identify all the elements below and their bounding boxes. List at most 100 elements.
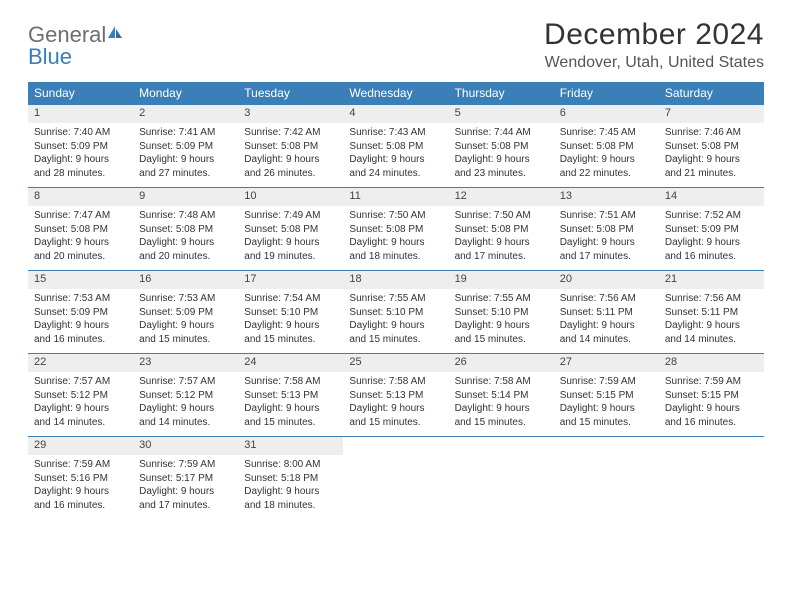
day-cell: 31Sunrise: 8:00 AMSunset: 5:18 PMDayligh… xyxy=(238,437,343,519)
day-number: 21 xyxy=(659,271,764,289)
daylight-line1: Daylight: 9 hours xyxy=(560,153,653,167)
sunset-text: Sunset: 5:12 PM xyxy=(139,389,232,403)
daylight-line1: Daylight: 9 hours xyxy=(34,485,127,499)
sunset-text: Sunset: 5:18 PM xyxy=(244,472,337,486)
daylight-line1: Daylight: 9 hours xyxy=(139,236,232,250)
day-number: 5 xyxy=(449,105,554,123)
day-number: 9 xyxy=(133,188,238,206)
sunset-text: Sunset: 5:08 PM xyxy=(34,223,127,237)
day-details: Sunrise: 7:57 AMSunset: 5:12 PMDaylight:… xyxy=(28,372,133,435)
sunrise-text: Sunrise: 8:00 AM xyxy=(244,458,337,472)
day-cell: 9Sunrise: 7:48 AMSunset: 5:08 PMDaylight… xyxy=(133,188,238,270)
sunrise-text: Sunrise: 7:55 AM xyxy=(455,292,548,306)
day-details: Sunrise: 7:41 AMSunset: 5:09 PMDaylight:… xyxy=(133,123,238,186)
daylight-line1: Daylight: 9 hours xyxy=(665,236,758,250)
daylight-line2: and 20 minutes. xyxy=(34,250,127,264)
day-number: 2 xyxy=(133,105,238,123)
daylight-line2: and 15 minutes. xyxy=(349,416,442,430)
logo: GeneralBlue xyxy=(28,18,124,68)
day-number: 11 xyxy=(343,188,448,206)
day-number: 7 xyxy=(659,105,764,123)
daylight-line1: Daylight: 9 hours xyxy=(34,153,127,167)
day-number: 10 xyxy=(238,188,343,206)
sunset-text: Sunset: 5:10 PM xyxy=(244,306,337,320)
sunset-text: Sunset: 5:09 PM xyxy=(665,223,758,237)
day-cell: 25Sunrise: 7:58 AMSunset: 5:13 PMDayligh… xyxy=(343,354,448,436)
day-cell-empty xyxy=(449,437,554,519)
day-details: Sunrise: 7:59 AMSunset: 5:17 PMDaylight:… xyxy=(133,455,238,518)
sunset-text: Sunset: 5:09 PM xyxy=(34,140,127,154)
day-of-week-header: Sunday Monday Tuesday Wednesday Thursday… xyxy=(28,82,764,104)
day-cell: 22Sunrise: 7:57 AMSunset: 5:12 PMDayligh… xyxy=(28,354,133,436)
dow-saturday: Saturday xyxy=(659,82,764,104)
sunrise-text: Sunrise: 7:55 AM xyxy=(349,292,442,306)
daylight-line2: and 18 minutes. xyxy=(349,250,442,264)
daylight-line1: Daylight: 9 hours xyxy=(455,236,548,250)
day-number: 12 xyxy=(449,188,554,206)
day-details: Sunrise: 7:56 AMSunset: 5:11 PMDaylight:… xyxy=(659,289,764,352)
sunrise-text: Sunrise: 7:53 AM xyxy=(139,292,232,306)
sunrise-text: Sunrise: 7:46 AM xyxy=(665,126,758,140)
day-number: 19 xyxy=(449,271,554,289)
sunset-text: Sunset: 5:08 PM xyxy=(455,223,548,237)
location: Wendover, Utah, United States xyxy=(544,54,764,72)
daylight-line2: and 19 minutes. xyxy=(244,250,337,264)
sunset-text: Sunset: 5:11 PM xyxy=(665,306,758,320)
sunset-text: Sunset: 5:08 PM xyxy=(244,223,337,237)
daylight-line1: Daylight: 9 hours xyxy=(34,319,127,333)
sunrise-text: Sunrise: 7:59 AM xyxy=(560,375,653,389)
day-number: 18 xyxy=(343,271,448,289)
day-number: 17 xyxy=(238,271,343,289)
day-number: 14 xyxy=(659,188,764,206)
day-cell: 20Sunrise: 7:56 AMSunset: 5:11 PMDayligh… xyxy=(554,271,659,353)
day-details: Sunrise: 7:45 AMSunset: 5:08 PMDaylight:… xyxy=(554,123,659,186)
sunset-text: Sunset: 5:17 PM xyxy=(139,472,232,486)
day-number: 30 xyxy=(133,437,238,455)
calendar-page: GeneralBlue December 2024 Wendover, Utah… xyxy=(0,0,792,519)
day-cell: 23Sunrise: 7:57 AMSunset: 5:12 PMDayligh… xyxy=(133,354,238,436)
daylight-line1: Daylight: 9 hours xyxy=(349,153,442,167)
sunset-text: Sunset: 5:10 PM xyxy=(455,306,548,320)
day-number: 28 xyxy=(659,354,764,372)
daylight-line1: Daylight: 9 hours xyxy=(665,319,758,333)
day-cell: 16Sunrise: 7:53 AMSunset: 5:09 PMDayligh… xyxy=(133,271,238,353)
sunrise-text: Sunrise: 7:58 AM xyxy=(349,375,442,389)
daylight-line1: Daylight: 9 hours xyxy=(455,153,548,167)
sunrise-text: Sunrise: 7:59 AM xyxy=(34,458,127,472)
day-cell: 28Sunrise: 7:59 AMSunset: 5:15 PMDayligh… xyxy=(659,354,764,436)
dow-monday: Monday xyxy=(133,82,238,104)
daylight-line1: Daylight: 9 hours xyxy=(560,236,653,250)
day-cell: 12Sunrise: 7:50 AMSunset: 5:08 PMDayligh… xyxy=(449,188,554,270)
dow-thursday: Thursday xyxy=(449,82,554,104)
sunrise-text: Sunrise: 7:59 AM xyxy=(665,375,758,389)
daylight-line2: and 16 minutes. xyxy=(665,416,758,430)
sunrise-text: Sunrise: 7:41 AM xyxy=(139,126,232,140)
day-details: Sunrise: 7:58 AMSunset: 5:13 PMDaylight:… xyxy=(343,372,448,435)
daylight-line2: and 14 minutes. xyxy=(139,416,232,430)
sunset-text: Sunset: 5:13 PM xyxy=(349,389,442,403)
sunrise-text: Sunrise: 7:58 AM xyxy=(244,375,337,389)
daylight-line2: and 15 minutes. xyxy=(244,333,337,347)
week-row: 8Sunrise: 7:47 AMSunset: 5:08 PMDaylight… xyxy=(28,187,764,270)
daylight-line2: and 24 minutes. xyxy=(349,167,442,181)
daylight-line2: and 15 minutes. xyxy=(244,416,337,430)
daylight-line2: and 14 minutes. xyxy=(560,333,653,347)
week-row: 22Sunrise: 7:57 AMSunset: 5:12 PMDayligh… xyxy=(28,353,764,436)
day-number: 8 xyxy=(28,188,133,206)
daylight-line1: Daylight: 9 hours xyxy=(244,485,337,499)
day-number: 15 xyxy=(28,271,133,289)
day-details: Sunrise: 7:55 AMSunset: 5:10 PMDaylight:… xyxy=(449,289,554,352)
day-cell: 29Sunrise: 7:59 AMSunset: 5:16 PMDayligh… xyxy=(28,437,133,519)
sunset-text: Sunset: 5:14 PM xyxy=(455,389,548,403)
daylight-line2: and 20 minutes. xyxy=(139,250,232,264)
day-cell: 19Sunrise: 7:55 AMSunset: 5:10 PMDayligh… xyxy=(449,271,554,353)
daylight-line2: and 16 minutes. xyxy=(34,333,127,347)
day-details: Sunrise: 7:52 AMSunset: 5:09 PMDaylight:… xyxy=(659,206,764,269)
day-details: Sunrise: 7:55 AMSunset: 5:10 PMDaylight:… xyxy=(343,289,448,352)
day-number: 29 xyxy=(28,437,133,455)
day-details: Sunrise: 7:42 AMSunset: 5:08 PMDaylight:… xyxy=(238,123,343,186)
day-details: Sunrise: 7:57 AMSunset: 5:12 PMDaylight:… xyxy=(133,372,238,435)
sunrise-text: Sunrise: 7:53 AM xyxy=(34,292,127,306)
day-details: Sunrise: 7:44 AMSunset: 5:08 PMDaylight:… xyxy=(449,123,554,186)
daylight-line1: Daylight: 9 hours xyxy=(665,153,758,167)
